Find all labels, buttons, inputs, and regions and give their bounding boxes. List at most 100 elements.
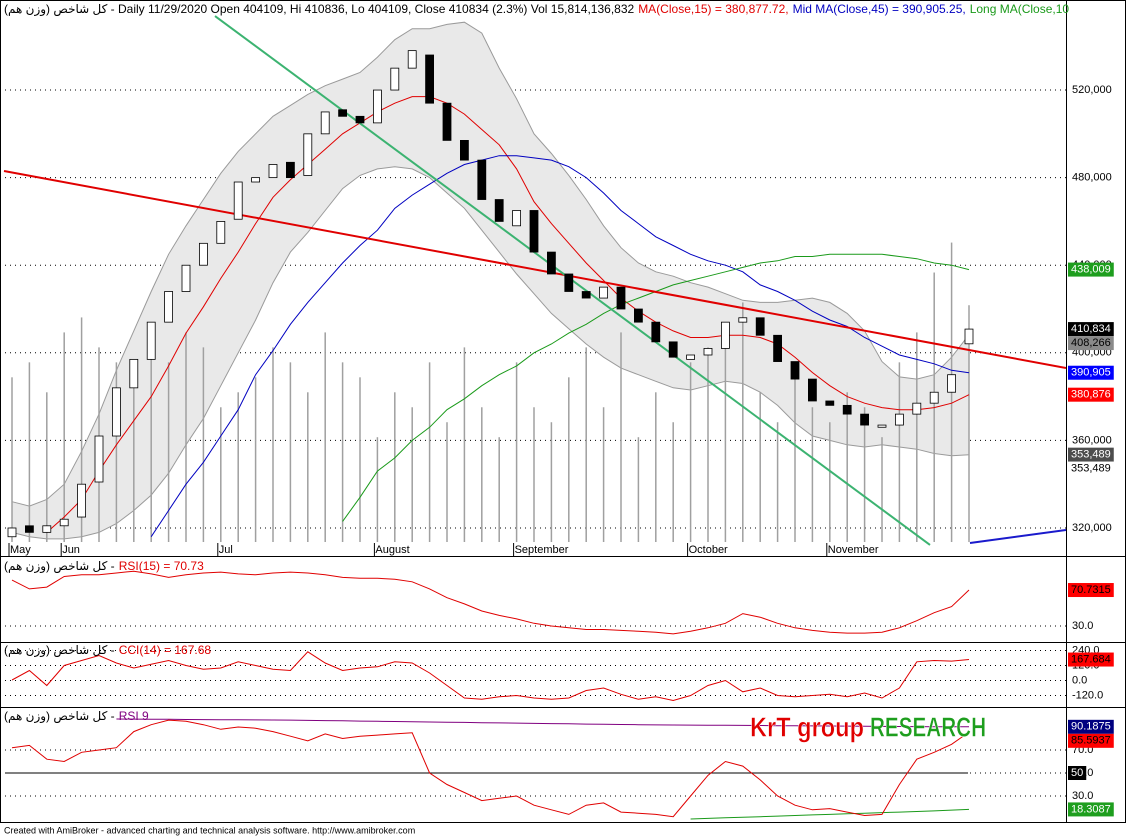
volume-bar (846, 392, 848, 542)
candle (929, 391, 939, 404)
volume-bar (620, 332, 622, 542)
panel-header: کل شاخص (وزن هم) - Daily 11/29/2020 Open… (4, 2, 1069, 17)
trend-line (969, 528, 1066, 544)
volume-bar (463, 347, 466, 542)
candle (721, 321, 730, 349)
indicator-line (690, 808, 970, 820)
value-marker-label: 390,905 (1071, 367, 1111, 379)
indicator-line (11, 651, 970, 702)
value-marker-label: 50 (1071, 767, 1083, 779)
candle (198, 242, 208, 266)
volume-bar (272, 347, 274, 542)
x-tick-label: Jul (219, 544, 233, 556)
volume-bar (28, 362, 31, 542)
volume-bar (150, 347, 152, 542)
x-tick-label: August (375, 544, 409, 556)
candle (477, 159, 487, 200)
watermark: KrT group (750, 711, 864, 742)
volume-bar (341, 362, 344, 542)
candle (216, 221, 226, 244)
y-tick-label: 30.0 (1072, 790, 1093, 802)
volume-bar (254, 377, 257, 542)
volume-bar (289, 362, 292, 542)
y-tick-label: 0.0 (1072, 674, 1087, 686)
volume-bar (655, 392, 657, 542)
candle (390, 67, 400, 91)
candle (564, 273, 574, 292)
candle (912, 402, 922, 415)
plot-area (0, 15, 1066, 546)
plot-area (0, 570, 1066, 635)
candle (790, 361, 800, 380)
value-marker-label: 70.7315 (1071, 584, 1111, 596)
volume-bar (46, 392, 48, 542)
ma-line (46, 96, 970, 533)
value-marker-label: 85.5937 (1071, 735, 1111, 747)
volume-bar (724, 332, 727, 542)
candle (494, 199, 504, 222)
candle (512, 210, 521, 227)
value-marker (1068, 447, 1114, 462)
volume-bar (776, 422, 779, 542)
value-marker (1068, 652, 1114, 667)
value-marker-label: 410,834 (1071, 323, 1111, 335)
x-tick-label: November (828, 544, 879, 556)
header-part: Long MA(Close,10 (970, 2, 1070, 16)
candle (164, 291, 174, 323)
watermark: RESEARCH (870, 711, 986, 742)
value-marker-label: 167.684 (1071, 653, 1111, 665)
value-marker-label: 438,009 (1071, 263, 1111, 275)
value-marker (1068, 802, 1114, 817)
volume-bar (307, 392, 309, 542)
indicator-line (11, 719, 970, 818)
candle (825, 400, 835, 406)
volume-bar (394, 392, 396, 542)
volume-bar (63, 332, 65, 542)
volume-bar (411, 407, 413, 542)
candle (320, 111, 330, 135)
plot-area (0, 718, 1066, 820)
volume-bar (550, 422, 553, 542)
candle (181, 264, 191, 292)
header-part: کل شاخص (وزن هم) - Daily 11/29/2020 Open… (4, 2, 635, 17)
candle (425, 54, 435, 104)
volume-bar (881, 437, 883, 542)
ma-line (150, 155, 970, 537)
candle (24, 525, 34, 533)
volume-bar (359, 377, 361, 542)
candle (842, 404, 852, 415)
candle (651, 321, 661, 343)
value-marker-label: 380,876 (1071, 389, 1111, 401)
volume-bar (446, 422, 448, 542)
candle (895, 413, 904, 426)
volume-bar (672, 422, 674, 542)
candle (285, 161, 295, 179)
candle (459, 140, 469, 161)
panel-header: کل شاخص (وزن هم) - CCI(14) = 167.68 (4, 643, 211, 658)
candle (251, 177, 261, 183)
volume-bar (829, 422, 831, 542)
candle (407, 50, 417, 69)
volume-bar (11, 377, 13, 542)
x-tick-label: May (10, 544, 31, 556)
value-marker (1068, 719, 1114, 734)
candle (7, 527, 17, 538)
value-marker-label: 353,489 (1071, 463, 1111, 475)
candle (599, 286, 608, 299)
indicator-line (116, 718, 969, 728)
candle (233, 181, 243, 220)
header-part: MA(Close,15) = 380,877.72, (638, 2, 788, 16)
header-part: کل شاخص (وزن هم) - (4, 559, 115, 574)
plot-area (0, 650, 1066, 702)
candle (355, 115, 365, 124)
volume-bar (167, 362, 170, 542)
candle (738, 317, 748, 323)
volume-bar (707, 347, 709, 542)
candle (668, 341, 678, 358)
value-marker (1068, 365, 1114, 380)
candle (129, 358, 139, 389)
candle (42, 525, 52, 533)
candle (860, 413, 869, 426)
candle (338, 109, 348, 117)
candle (146, 321, 156, 360)
